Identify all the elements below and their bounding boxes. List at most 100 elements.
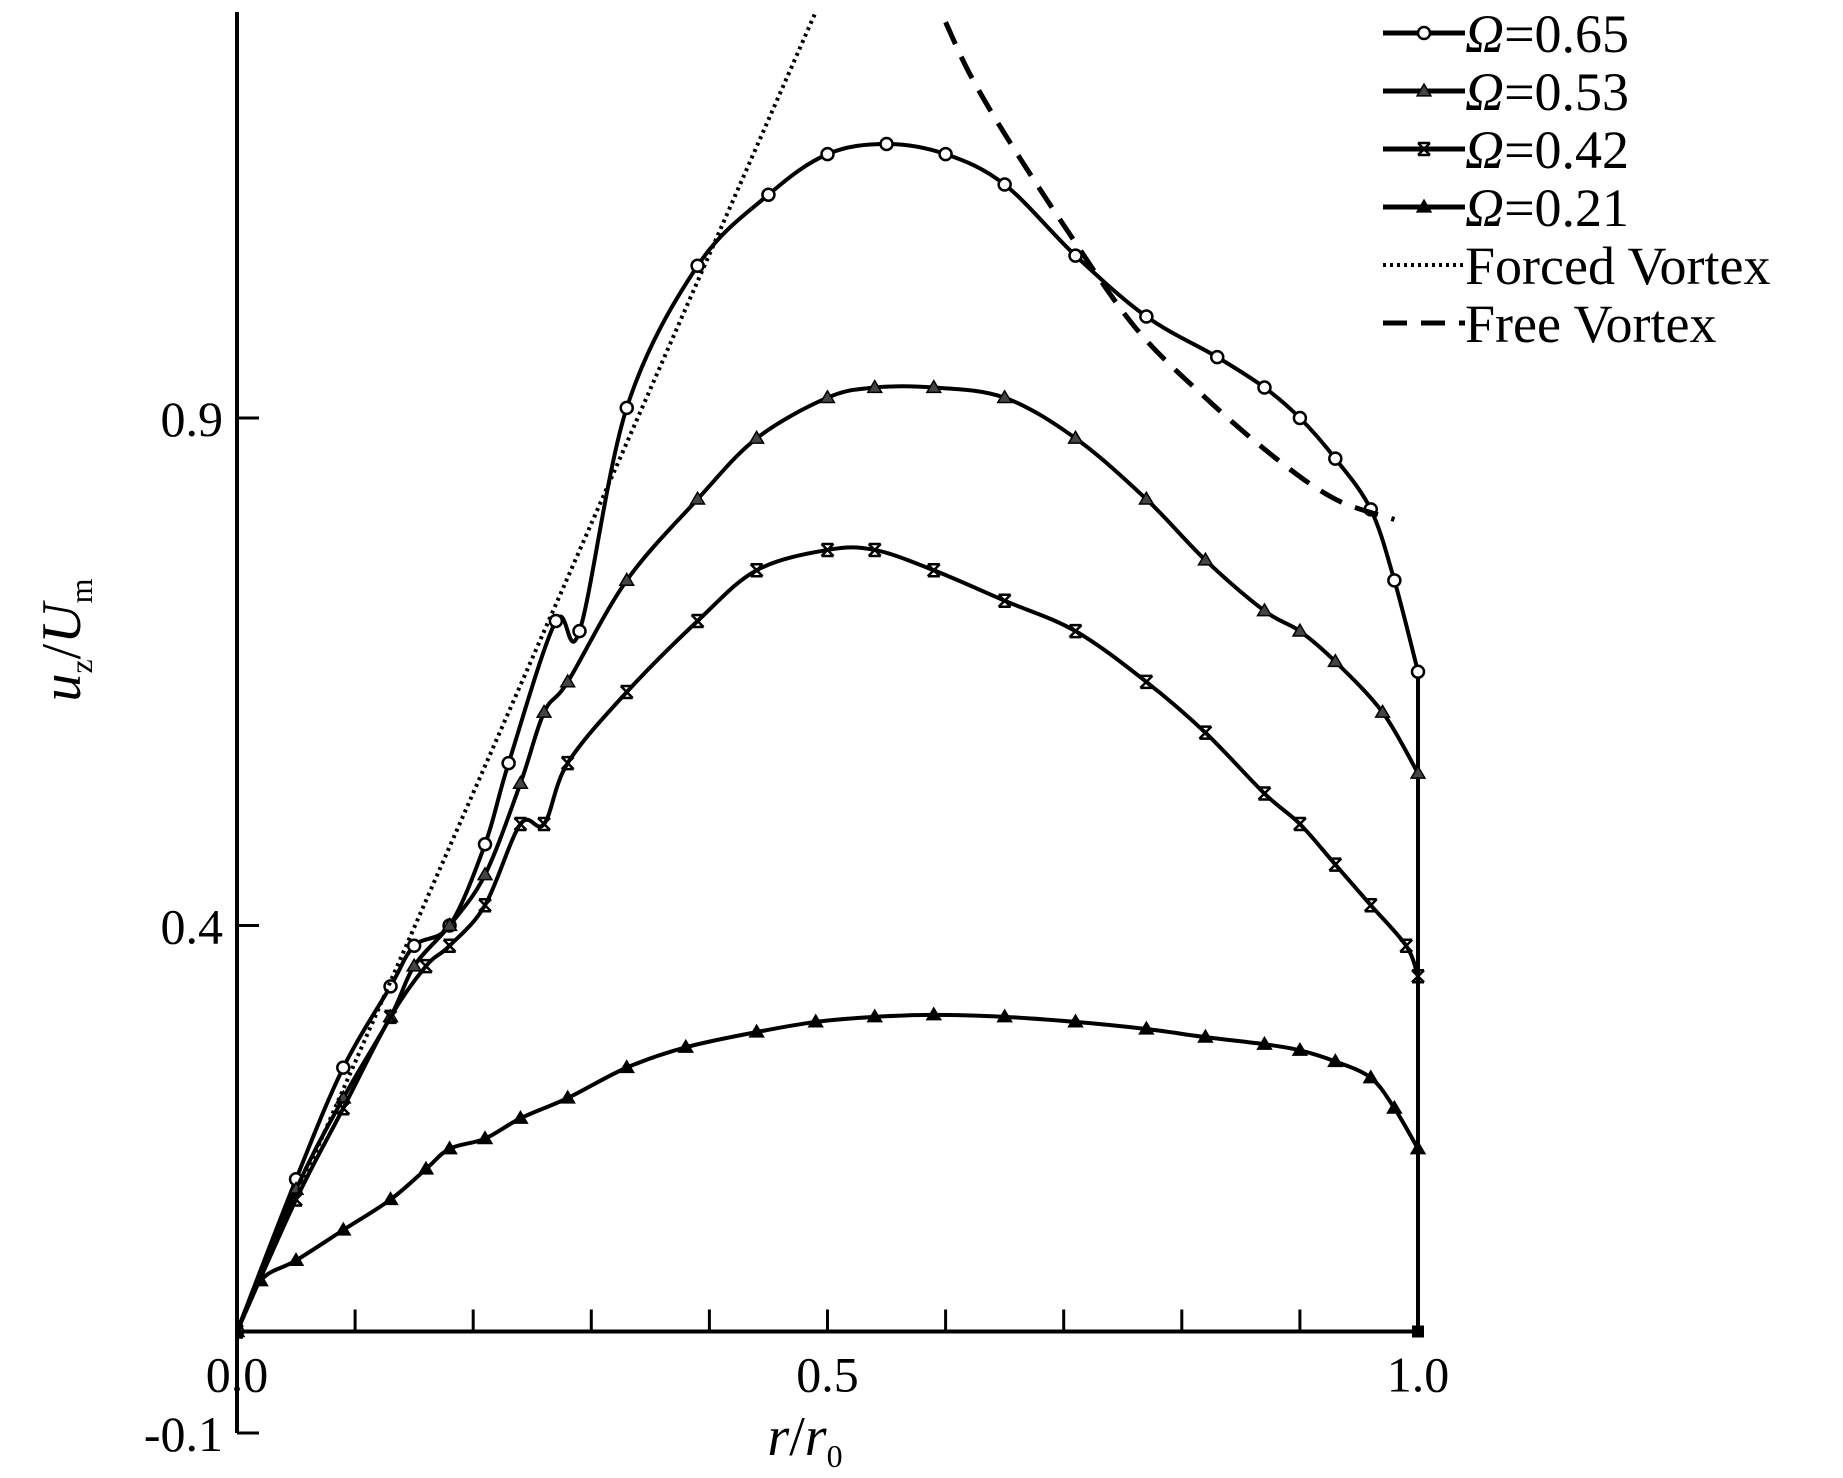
- data-point: [559, 1089, 576, 1104]
- data-point: [1386, 1099, 1403, 1114]
- data-point: [866, 379, 883, 394]
- data-point: [1197, 1028, 1214, 1043]
- data-point: [689, 490, 706, 505]
- data-point: [1198, 725, 1213, 740]
- data-point: [820, 542, 835, 558]
- data-point: [382, 1191, 399, 1206]
- data-point: [1409, 1140, 1427, 1155]
- legend-label: Free Vortex: [1465, 294, 1716, 354]
- data-point: [748, 429, 765, 444]
- data-point: [997, 593, 1012, 608]
- data-point: [405, 957, 423, 972]
- data-point: [417, 1160, 435, 1175]
- data-point: [1257, 380, 1272, 395]
- data-point: [1374, 703, 1391, 718]
- data-point: [560, 755, 575, 771]
- end-point-marker: [1412, 1325, 1424, 1338]
- data-point: [1067, 1013, 1084, 1028]
- data-point: [1291, 622, 1309, 637]
- x-axis-title: r/r0: [767, 1406, 842, 1474]
- data-point: [501, 755, 516, 771]
- data-point: [1197, 551, 1214, 566]
- legend-label: Ω=0.53: [1465, 62, 1629, 122]
- y-axis-title: uz/Um: [31, 578, 99, 701]
- data-point: [1417, 141, 1431, 157]
- data-point: [1415, 198, 1433, 213]
- data-point: [1409, 764, 1427, 779]
- data-point: [336, 1060, 351, 1075]
- data-point: [513, 816, 528, 832]
- data-point: [748, 1023, 765, 1038]
- data-point: [1209, 349, 1225, 365]
- legend-entry-4: Ω=0.21: [1383, 178, 1629, 238]
- data-point: [1327, 1053, 1344, 1068]
- series-2: [237, 379, 1427, 1338]
- data-point: [1328, 857, 1343, 872]
- legend-entry-2: Ω=0.53: [1383, 62, 1629, 122]
- data-point: [476, 1130, 494, 1145]
- legend-label: Forced Vortex: [1465, 236, 1770, 296]
- data-point: [619, 684, 634, 700]
- data-point: [618, 572, 635, 586]
- series-line: [237, 141, 1420, 1333]
- data-point: [926, 563, 941, 578]
- data-point: [572, 623, 587, 639]
- series-6: [943, 21, 1396, 522]
- data-point: [289, 1192, 303, 1207]
- legend-entry-3: Ω=0.42: [1383, 120, 1629, 180]
- data-point: [441, 917, 458, 932]
- series-4: [237, 1006, 1427, 1338]
- data-point: [1416, 25, 1432, 41]
- data-point: [677, 1038, 694, 1053]
- x-tick-label: 0.5: [796, 1347, 859, 1403]
- series-line: [237, 11, 818, 1333]
- legend-label: Ω=0.21: [1465, 178, 1629, 238]
- data-point: [618, 1059, 635, 1074]
- legend-entry-1: Ω=0.65: [1383, 4, 1629, 64]
- y-tick-label: 0.4: [161, 899, 224, 955]
- data-point: [690, 258, 705, 273]
- data-point: [925, 1006, 943, 1021]
- data-point: [1138, 490, 1155, 505]
- data-point: [879, 136, 894, 152]
- legend-label: Ω=0.42: [1465, 120, 1629, 180]
- data-point: [996, 389, 1013, 404]
- data-point: [548, 613, 564, 629]
- data-point: [512, 775, 529, 789]
- data-point: [938, 146, 953, 162]
- data-point: [925, 379, 943, 394]
- data-point: [1362, 1069, 1379, 1084]
- series-5: [237, 11, 818, 1333]
- series-line: [237, 1012, 1420, 1333]
- data-point: [535, 703, 553, 718]
- data-point: [237, 1323, 246, 1338]
- data-point: [1139, 674, 1154, 690]
- data-point: [383, 1009, 398, 1025]
- data-point: [537, 816, 551, 832]
- data-point: [690, 613, 705, 629]
- data-point: [619, 400, 634, 416]
- data-point: [997, 177, 1012, 192]
- data-point: [1387, 573, 1402, 588]
- data-point: [478, 897, 492, 913]
- data-point: [1068, 248, 1083, 263]
- data-point: [559, 673, 576, 688]
- data-point: [1293, 816, 1307, 832]
- data-point: [1292, 410, 1308, 426]
- data-point: [996, 1008, 1013, 1023]
- data-point: [1067, 429, 1084, 444]
- data-point: [1068, 623, 1083, 639]
- data-point: [336, 1100, 351, 1116]
- legend-label: Ω=0.65: [1465, 4, 1629, 64]
- data-point: [866, 1008, 883, 1023]
- data-point: [1399, 938, 1414, 954]
- data-point: [441, 1140, 458, 1155]
- data-point: [1138, 1020, 1155, 1035]
- series-line: [943, 21, 1396, 522]
- data-point: [1415, 82, 1433, 97]
- data-point: [442, 938, 457, 954]
- data-point: [287, 1252, 305, 1267]
- y-tick-label: 0.9: [161, 391, 224, 447]
